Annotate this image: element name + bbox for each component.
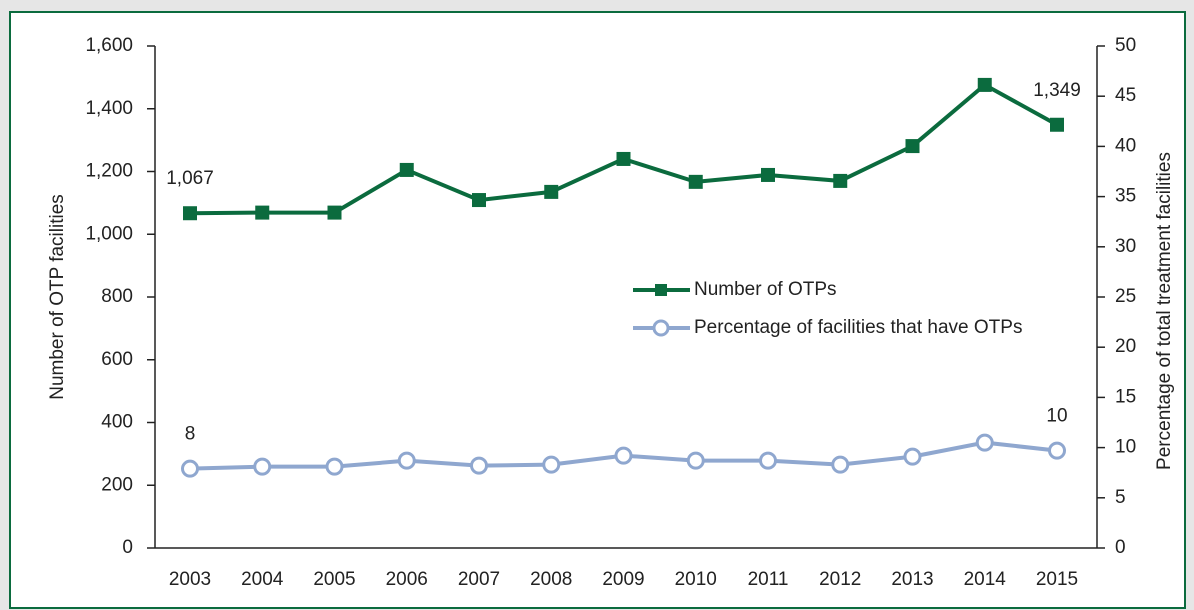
data-label: 1,067 (166, 168, 214, 189)
point (470, 456, 488, 475)
x-tick-label: 2015 (1036, 569, 1078, 590)
x-tick-label: 2007 (458, 569, 500, 590)
x-tick-label: 2008 (530, 569, 572, 590)
point (325, 457, 344, 476)
point (183, 206, 197, 221)
x-tick-label: 2003 (169, 569, 211, 590)
point (1050, 117, 1064, 132)
y2-tick-label: 0 (1115, 537, 1126, 558)
point (686, 451, 705, 470)
point (688, 174, 703, 189)
point (614, 446, 633, 465)
y2-tick-label: 40 (1115, 135, 1136, 156)
legend-label: Percentage of facilities that have OTPs (694, 317, 1022, 338)
point (399, 162, 414, 177)
legend-label: Number of OTPs (694, 279, 837, 300)
x-tick-label: 2013 (891, 569, 933, 590)
point (327, 205, 342, 220)
y2-tick-label: 15 (1115, 386, 1136, 407)
y2-tick-label: 50 (1115, 35, 1136, 56)
point (977, 77, 992, 92)
x-tick-label: 2006 (386, 569, 428, 590)
y2-tick-label: 25 (1115, 286, 1136, 307)
data-label: 10 (1046, 406, 1067, 427)
point (831, 455, 850, 474)
point (472, 193, 486, 208)
data-label: 1,349 (1033, 80, 1081, 101)
y2-tick-label: 30 (1115, 236, 1136, 257)
y2-tick-label: 45 (1115, 85, 1136, 106)
frame (9, 11, 1186, 609)
x-tick-label: 2010 (675, 569, 717, 590)
point (255, 205, 270, 220)
y2-tick-label: 35 (1115, 186, 1136, 207)
point (905, 139, 920, 154)
y-tick-label: 1,400 (85, 98, 133, 119)
point (253, 457, 272, 476)
y2-axis-label: Percentage of total treatment facilities (1154, 152, 1175, 470)
x-tick-label: 2005 (313, 569, 355, 590)
x-tick-label: 2009 (602, 569, 644, 590)
y-tick-label: 1,600 (85, 35, 133, 56)
point (397, 451, 416, 470)
y-tick-label: 600 (101, 349, 133, 370)
point (616, 151, 631, 166)
x-tick-label: 2011 (748, 569, 789, 590)
point (759, 451, 777, 470)
legend-marker (652, 319, 670, 337)
point (1048, 441, 1066, 460)
x-tick-label: 2004 (241, 569, 284, 590)
point (833, 173, 848, 188)
y-tick-label: 0 (122, 537, 133, 558)
y2-tick-label: 20 (1115, 336, 1136, 357)
y-tick-label: 200 (101, 474, 133, 495)
point (544, 184, 559, 199)
y2-tick-label: 5 (1115, 487, 1126, 508)
data-label: 8 (185, 424, 196, 445)
point (975, 433, 994, 452)
y-tick-label: 800 (101, 286, 133, 307)
y-tick-label: 400 (101, 412, 133, 433)
y2-tick-label: 10 (1115, 437, 1136, 458)
point (542, 455, 561, 474)
y-tick-label: 1,000 (85, 223, 133, 244)
point (181, 459, 199, 478)
x-tick-label: 2014 (964, 569, 1007, 590)
point (903, 447, 922, 466)
legend-marker (655, 284, 667, 296)
point (761, 167, 775, 182)
x-tick-label: 2012 (819, 569, 861, 590)
y-tick-label: 1,200 (85, 161, 133, 182)
y-axis-label: Number of OTP facilities (47, 194, 68, 400)
